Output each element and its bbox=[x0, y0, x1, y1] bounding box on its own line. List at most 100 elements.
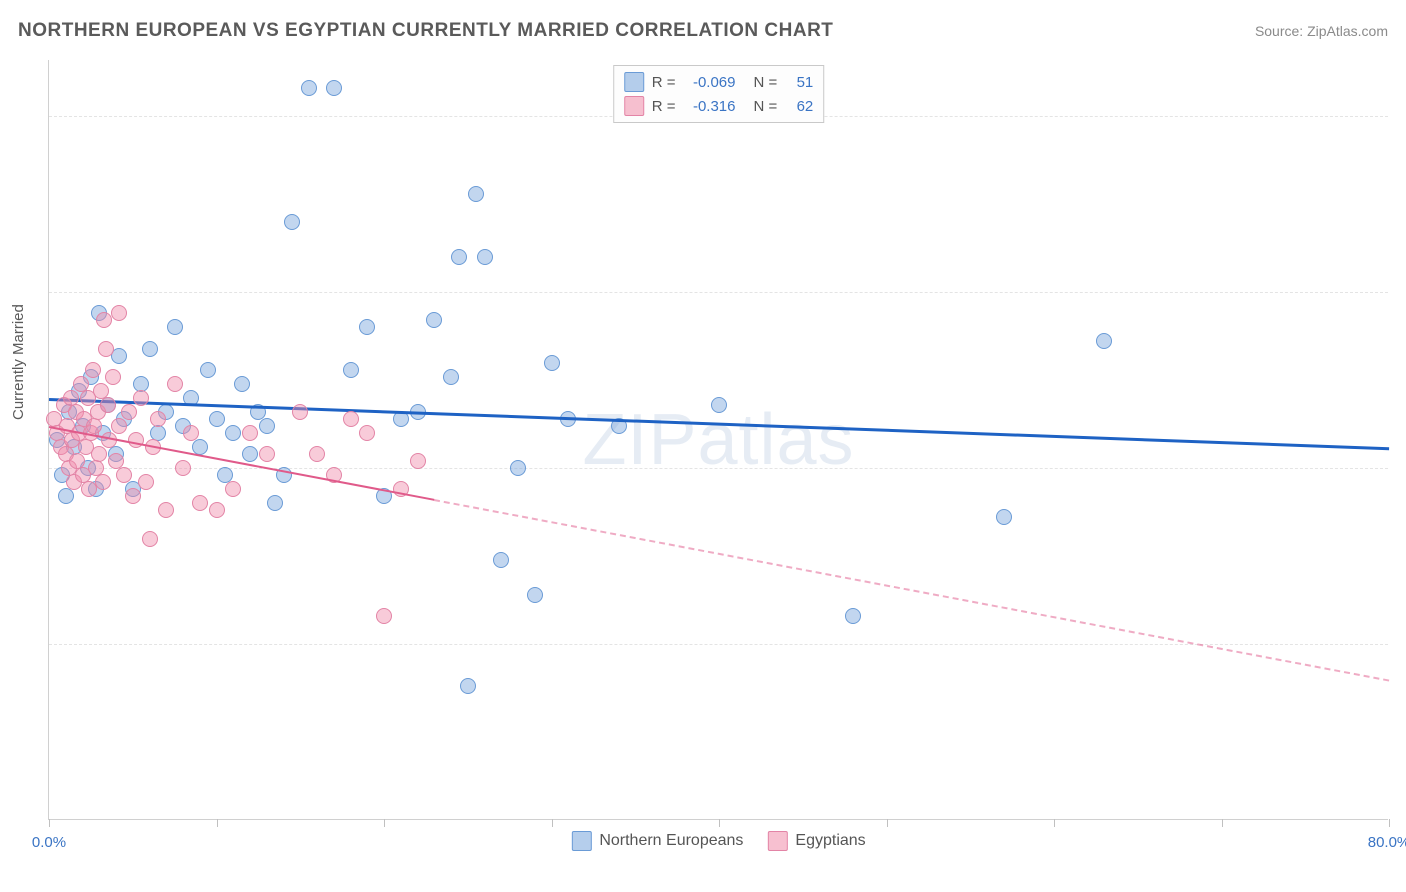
gridline bbox=[49, 644, 1388, 645]
legend-n-label: N = bbox=[754, 98, 778, 115]
x-tick bbox=[1054, 819, 1055, 827]
chart-title: NORTHERN EUROPEAN VS EGYPTIAN CURRENTLY … bbox=[18, 20, 833, 42]
data-point-egyptian bbox=[125, 488, 141, 504]
legend-n-value: 62 bbox=[785, 98, 813, 115]
legend-swatch-icon bbox=[624, 96, 644, 116]
data-point-northern bbox=[711, 397, 727, 413]
legend-n-value: 51 bbox=[785, 74, 813, 91]
data-point-egyptian bbox=[192, 495, 208, 511]
data-point-egyptian bbox=[98, 341, 114, 357]
trend-line-egyptian bbox=[434, 499, 1389, 681]
data-point-northern bbox=[234, 376, 250, 392]
legend-item-label: Northern Europeans bbox=[599, 832, 743, 850]
x-tick bbox=[1389, 819, 1390, 827]
legend-item-label: Egyptians bbox=[795, 832, 865, 850]
data-point-northern bbox=[259, 418, 275, 434]
data-point-egyptian bbox=[85, 362, 101, 378]
data-point-egyptian bbox=[209, 502, 225, 518]
x-tick bbox=[719, 819, 720, 827]
legend-r-value: -0.316 bbox=[684, 98, 736, 115]
legend-swatch-icon bbox=[571, 831, 591, 851]
data-point-egyptian bbox=[100, 397, 116, 413]
y-tick-label: 75.0% bbox=[1398, 284, 1406, 301]
y-tick-label: 100.0% bbox=[1398, 108, 1406, 125]
data-point-northern bbox=[527, 587, 543, 603]
data-point-northern bbox=[142, 341, 158, 357]
data-point-egyptian bbox=[242, 425, 258, 441]
chart-source: Source: ZipAtlas.com bbox=[1255, 23, 1388, 39]
data-point-egyptian bbox=[116, 467, 132, 483]
legend-series: Northern Europeans Egyptians bbox=[571, 831, 865, 851]
x-tick bbox=[1222, 819, 1223, 827]
data-point-northern bbox=[996, 509, 1012, 525]
data-point-egyptian bbox=[183, 425, 199, 441]
data-point-egyptian bbox=[359, 425, 375, 441]
data-point-northern bbox=[359, 319, 375, 335]
data-point-egyptian bbox=[343, 411, 359, 427]
data-point-northern bbox=[326, 80, 342, 96]
gridline bbox=[49, 468, 1388, 469]
legend-r-label: R = bbox=[652, 74, 676, 91]
data-point-northern bbox=[493, 552, 509, 568]
data-point-egyptian bbox=[105, 369, 121, 385]
x-tick-label: 80.0% bbox=[1368, 834, 1406, 851]
data-point-northern bbox=[544, 355, 560, 371]
data-point-northern bbox=[510, 460, 526, 476]
data-point-egyptian bbox=[121, 404, 137, 420]
data-point-northern bbox=[242, 446, 258, 462]
chart-header: NORTHERN EUROPEAN VS EGYPTIAN CURRENTLY … bbox=[18, 20, 1388, 42]
data-point-egyptian bbox=[111, 418, 127, 434]
data-point-northern bbox=[225, 425, 241, 441]
data-point-egyptian bbox=[111, 305, 127, 321]
x-tick bbox=[49, 819, 50, 827]
data-point-northern bbox=[1096, 333, 1112, 349]
data-point-egyptian bbox=[96, 312, 112, 328]
plot-frame: ZIPatlas 25.0%50.0%75.0%100.0%0.0%80.0% … bbox=[48, 60, 1388, 820]
y-tick-label: 50.0% bbox=[1398, 460, 1406, 477]
data-point-egyptian bbox=[150, 411, 166, 427]
legend-r-value: -0.069 bbox=[684, 74, 736, 91]
data-point-egyptian bbox=[410, 453, 426, 469]
data-point-northern bbox=[443, 369, 459, 385]
legend-item: Egyptians bbox=[767, 831, 865, 851]
data-point-egyptian bbox=[225, 481, 241, 497]
data-point-egyptian bbox=[138, 474, 154, 490]
plot-area: 25.0%50.0%75.0%100.0%0.0%80.0% bbox=[49, 60, 1388, 819]
data-point-egyptian bbox=[292, 404, 308, 420]
legend-r-label: R = bbox=[652, 98, 676, 115]
data-point-egyptian bbox=[175, 460, 191, 476]
data-point-northern bbox=[460, 678, 476, 694]
legend-stats: R = -0.069 N = 51 R = -0.316 N = 62 bbox=[613, 65, 825, 123]
data-point-northern bbox=[58, 488, 74, 504]
data-point-egyptian bbox=[133, 390, 149, 406]
legend-swatch-icon bbox=[767, 831, 787, 851]
data-point-northern bbox=[209, 411, 225, 427]
data-point-northern bbox=[426, 312, 442, 328]
data-point-egyptian bbox=[376, 608, 392, 624]
data-point-northern bbox=[267, 495, 283, 511]
x-tick bbox=[887, 819, 888, 827]
data-point-northern bbox=[468, 186, 484, 202]
data-point-egyptian bbox=[167, 376, 183, 392]
data-point-northern bbox=[477, 249, 493, 265]
legend-swatch-icon bbox=[624, 72, 644, 92]
y-tick-label: 25.0% bbox=[1398, 636, 1406, 653]
data-point-northern bbox=[845, 608, 861, 624]
data-point-northern bbox=[301, 80, 317, 96]
y-axis-label: Currently Married bbox=[10, 304, 27, 420]
data-point-northern bbox=[167, 319, 183, 335]
x-tick-label: 0.0% bbox=[32, 834, 66, 851]
data-point-egyptian bbox=[142, 531, 158, 547]
data-point-northern bbox=[284, 214, 300, 230]
data-point-egyptian bbox=[309, 446, 325, 462]
x-tick bbox=[217, 819, 218, 827]
legend-stats-row: R =-0.069N =51 bbox=[624, 70, 814, 94]
x-tick bbox=[384, 819, 385, 827]
data-point-northern bbox=[343, 362, 359, 378]
legend-item: Northern Europeans bbox=[571, 831, 743, 851]
legend-stats-row: R = -0.316 N = 62 bbox=[624, 94, 814, 118]
data-point-northern bbox=[451, 249, 467, 265]
x-tick bbox=[552, 819, 553, 827]
data-point-egyptian bbox=[259, 446, 275, 462]
data-point-egyptian bbox=[158, 502, 174, 518]
